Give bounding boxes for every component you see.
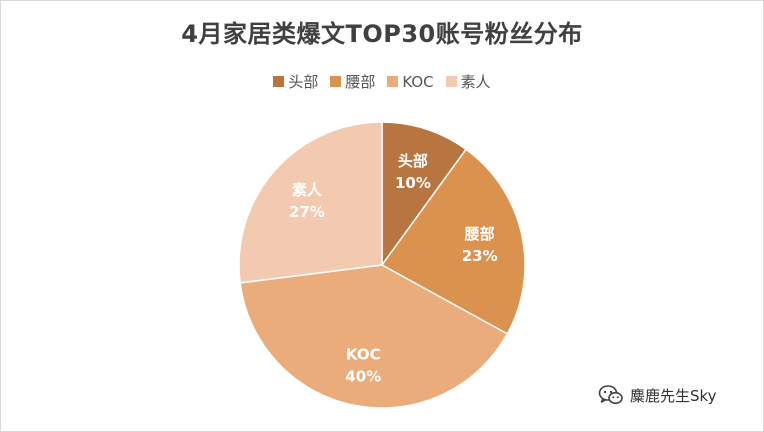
chart-legend: 头部 腰部 KOC 素人 — [0, 71, 764, 92]
legend-swatch-3 — [445, 76, 457, 87]
legend-item-2: KOC — [387, 72, 434, 91]
pie-slice-1 — [380, 148, 526, 335]
legend-item-1: 腰部 — [330, 71, 375, 92]
pie-slice-3 — [238, 121, 383, 284]
legend-swatch-0 — [273, 76, 285, 87]
chart-title: 4月家居类爆文TOP30账号粉丝分布 — [181, 20, 583, 48]
slice-value-2: 40% — [345, 367, 381, 385]
pie-slice-2 — [239, 264, 509, 409]
slice-label-0: 头部 — [398, 152, 428, 170]
slice-label-1: 腰部 — [464, 225, 495, 243]
slice-label-2: KOC — [346, 345, 381, 363]
legend-item-3: 素人 — [445, 71, 491, 92]
legend-label-0: 头部 — [288, 73, 319, 91]
watermark: 麋鹿先生Sky — [598, 383, 717, 407]
wechat-icon — [598, 385, 623, 405]
slice-value-3: 27% — [289, 203, 325, 221]
pie-slice-0 — [381, 121, 468, 268]
slice-label-3: 素人 — [292, 181, 323, 199]
legend-swatch-1 — [330, 76, 342, 87]
legend-label-1: 腰部 — [345, 73, 376, 91]
legend-swatch-2 — [387, 76, 399, 87]
legend-label-2: KOC — [402, 72, 434, 91]
watermark-text: 麋鹿先生Sky — [630, 386, 717, 405]
slice-value-1: 23% — [462, 247, 498, 265]
legend-label-3: 素人 — [460, 73, 491, 91]
slice-value-0: 10% — [395, 174, 431, 192]
legend-item-0: 头部 — [273, 71, 318, 92]
